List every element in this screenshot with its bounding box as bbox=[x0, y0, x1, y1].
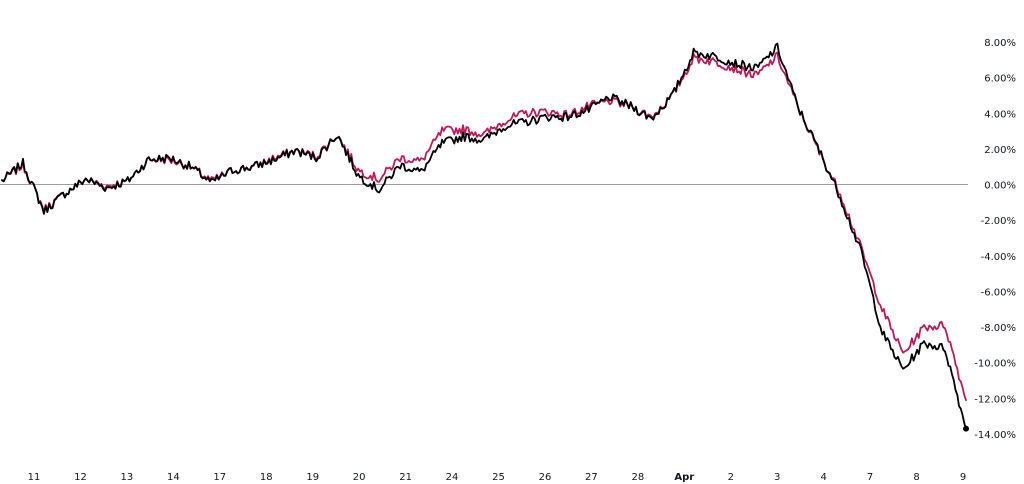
x-tick-label: 21 bbox=[399, 472, 412, 483]
y-tick-label: 8.00% bbox=[984, 38, 1016, 49]
x-tick-label: 7 bbox=[867, 472, 873, 483]
x-tick-label: Apr bbox=[674, 472, 694, 483]
x-tick-label: 8 bbox=[913, 472, 919, 483]
y-tick-label: -12.00% bbox=[974, 394, 1016, 405]
x-tick-label: 18 bbox=[260, 472, 273, 483]
x-tick-label: 24 bbox=[446, 472, 459, 483]
y-tick-label: -14.00% bbox=[974, 430, 1016, 441]
x-tick-label: 11 bbox=[28, 472, 41, 483]
y-tick-label: 2.00% bbox=[984, 145, 1016, 156]
series-line-black bbox=[1, 42, 967, 430]
x-tick-label: 25 bbox=[492, 472, 505, 483]
x-tick-label: 19 bbox=[306, 472, 319, 483]
y-tick-label: -10.00% bbox=[974, 359, 1016, 370]
x-tick-label: 28 bbox=[631, 472, 644, 483]
x-tick-label: 17 bbox=[213, 472, 226, 483]
x-tick-label: 2 bbox=[728, 472, 734, 483]
y-tick-label: -8.00% bbox=[981, 323, 1016, 334]
y-tick-label: 6.00% bbox=[984, 74, 1016, 85]
x-tick-label: 9 bbox=[960, 472, 966, 483]
x-tick-label: 4 bbox=[820, 472, 826, 483]
y-tick-label: -6.00% bbox=[981, 287, 1016, 298]
x-tick-label: 12 bbox=[74, 472, 87, 483]
x-tick-label: 27 bbox=[585, 472, 598, 483]
y-tick-label: 4.00% bbox=[984, 109, 1016, 120]
series-end-marker bbox=[963, 425, 969, 432]
x-axis: 11 12 13 14 17 18 19 20 21 24 25 26 27 28 Apr 2 3 4 7 8 9 bbox=[28, 472, 967, 483]
x-tick-label: 14 bbox=[167, 472, 180, 483]
y-tick-label: -4.00% bbox=[981, 252, 1016, 263]
x-tick-label: 13 bbox=[121, 472, 134, 483]
x-tick-label: 26 bbox=[539, 472, 552, 483]
x-tick-label: 3 bbox=[774, 472, 780, 483]
y-tick-label: -2.00% bbox=[981, 216, 1016, 227]
y-axis: 8.00% 6.00% 4.00% 2.00% 0.00% -2.00% -4.00% -6.… bbox=[974, 38, 1016, 441]
y-tick-label: 0.00% bbox=[984, 181, 1016, 192]
series-line-pink bbox=[1, 51, 967, 401]
series-layer bbox=[1, 42, 969, 432]
x-tick-label: 20 bbox=[353, 472, 366, 483]
